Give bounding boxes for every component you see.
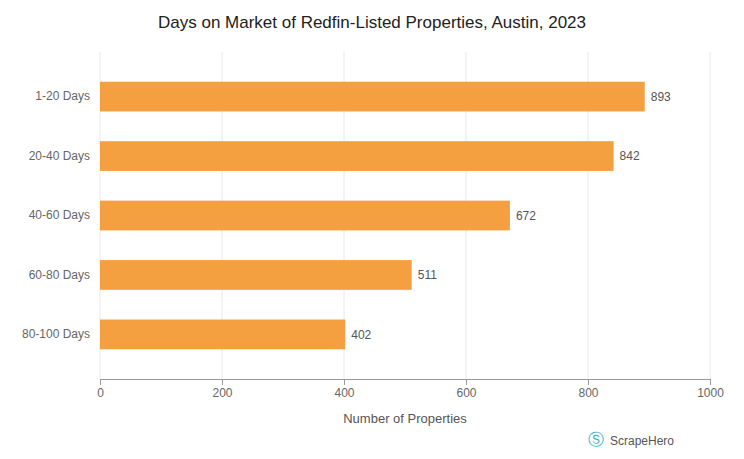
x-tick: 800: [578, 379, 598, 400]
y-tick-label: 1-20 Days: [35, 89, 90, 103]
y-tick: 60-80 Days: [29, 268, 100, 282]
chart-container: 0 200 400 600 800 1000 1-20 Days 20-40 Days 40-6…: [0, 0, 744, 459]
data-label: 842: [620, 149, 640, 163]
y-tick-label: 80-100 Days: [22, 327, 90, 341]
x-tick: 600: [456, 379, 476, 400]
x-tick-mark: [344, 379, 345, 385]
data-label: 672: [516, 209, 536, 223]
x-tick-label: 200: [212, 386, 232, 400]
bar: [100, 201, 510, 231]
x-tick-mark: [710, 379, 711, 385]
x-tick-label: 800: [578, 386, 598, 400]
plot-area: 0 200 400 600 800 1000 1-20 Days 20-40 Days 40-6…: [22, 52, 724, 400]
x-tick: 400: [334, 379, 354, 400]
grid: [100, 52, 710, 379]
title: Days on Market of Redfin-Listed Properti…: [158, 13, 586, 32]
annotation-icon: Ⓢ: [588, 430, 604, 449]
x-tick-label: 0: [97, 386, 104, 400]
x-tick-label: 1000: [697, 386, 724, 400]
bar: [100, 260, 412, 290]
x-tick-mark: [588, 379, 589, 385]
y-tick: 1-20 Days: [35, 89, 100, 103]
chart-svg: 0 200 400 600 800 1000 1-20 Days 20-40 Days 40-6…: [0, 0, 744, 459]
y-tick-label: 40-60 Days: [29, 208, 90, 222]
data-label: 893: [651, 90, 671, 104]
x-tick: 0: [97, 379, 104, 400]
grid-line: [710, 52, 711, 379]
x-tick: 1000: [697, 379, 724, 400]
x-tick-mark: [100, 379, 101, 385]
x-tick-mark: [222, 379, 223, 385]
data-label: 511: [418, 268, 437, 282]
y-axis: 1-20 Days 20-40 Days 40-60 Days 60-80 Days 8…: [22, 89, 100, 341]
y-tick: 20-40 Days: [29, 149, 100, 163]
x-tick-label: 400: [334, 386, 354, 400]
x-axis: 0 200 400 600 800 1000: [97, 379, 724, 400]
bar: [100, 82, 645, 112]
x-tick-label: 600: [456, 386, 476, 400]
data-labels: 893 842 672 511 402: [351, 90, 671, 342]
y-tick-label: 60-80 Days: [29, 268, 90, 282]
x-tick-mark: [466, 379, 467, 385]
data-label: 402: [351, 328, 371, 342]
y-tick: 80-100 Days: [22, 327, 100, 341]
y-tick: 40-60 Days: [29, 208, 100, 222]
annotation: ScrapeHero: [610, 434, 674, 448]
bar: [100, 320, 345, 350]
x-axis-label: Number of Properties: [343, 411, 467, 426]
bar: [100, 141, 614, 171]
x-tick: 200: [212, 379, 232, 400]
x-axis-line: [101, 380, 711, 386]
y-tick-label: 20-40 Days: [29, 149, 90, 163]
bars: [100, 82, 645, 350]
